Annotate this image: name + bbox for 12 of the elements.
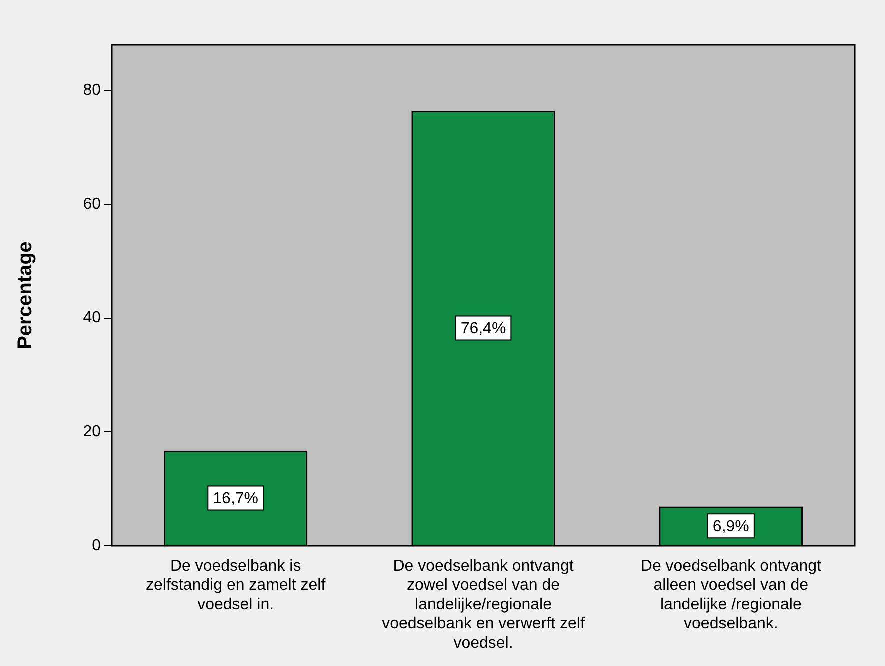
- y-axis-title: Percentage: [14, 242, 37, 350]
- x-tick-label: De voedselbank ontvangt zowel voedsel van de landelijke/regionale voedselbank en verwerft zelf voedsel.: [382, 558, 586, 652]
- x-tick-label: De voedselbank is zelfstandig en zamelt zelf voedsel in.: [146, 558, 326, 614]
- data-label: 6,9%: [712, 518, 750, 536]
- y-tick-label: 40: [83, 310, 102, 327]
- y-tick-label: 80: [83, 82, 102, 99]
- y-tick-label: 60: [83, 196, 102, 213]
- y-tick-label: 0: [92, 537, 102, 554]
- data-label: 16,7%: [213, 490, 259, 508]
- x-tick-label: De voedselbank ontvangt alleen voedsel van de landelijke /regionale voedselbank.: [640, 558, 822, 633]
- data-label: 76,4%: [460, 320, 506, 338]
- y-tick-label: 20: [83, 424, 102, 441]
